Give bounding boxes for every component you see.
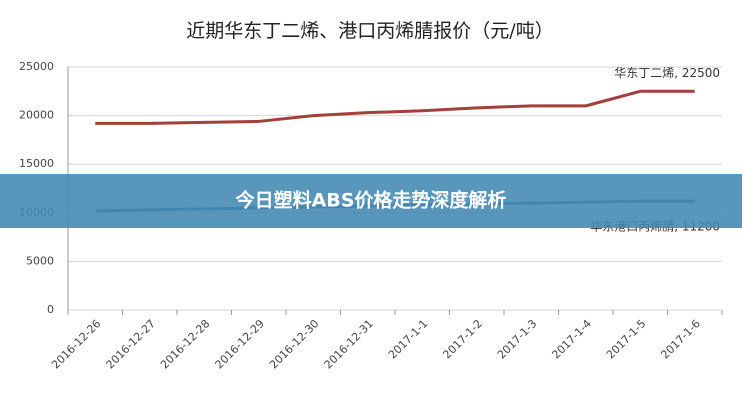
- series-line: [95, 89, 695, 125]
- y-tick-label: 25000: [19, 60, 54, 73]
- y-tick-label: 20000: [19, 109, 54, 122]
- chart-title: 近期华东丁二烯、港口丙烯腈报价（元/吨）: [186, 20, 553, 42]
- y-tick-label: 5000: [26, 254, 54, 267]
- banner: [0, 174, 742, 228]
- y-tick-label: 0: [47, 303, 54, 316]
- data-label: 华东丁二烯, 22500: [614, 66, 720, 80]
- y-tick-label: 15000: [19, 157, 54, 170]
- banner-text: 今日塑料ABS价格走势深度解析: [235, 189, 507, 212]
